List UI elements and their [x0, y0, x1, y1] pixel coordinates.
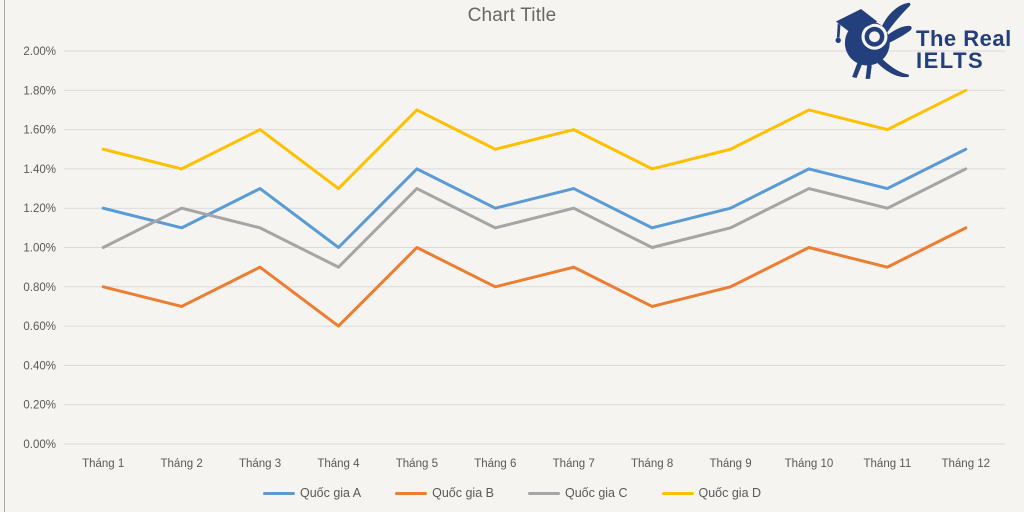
legend-swatch — [262, 491, 295, 495]
y-axis-tick-label: 0.80% — [23, 282, 56, 294]
legend-label: Quốc gia B — [432, 486, 494, 500]
x-axis-tick-label: Tháng 11 — [864, 458, 912, 470]
x-axis-tick-label: Tháng 8 — [631, 458, 673, 470]
x-axis-tick-label: Tháng 2 — [161, 458, 203, 470]
y-axis-tick-label: 1.60% — [23, 125, 56, 137]
x-axis-tick-label: Tháng 10 — [785, 458, 834, 470]
x-axis-tick-label: Tháng 9 — [709, 458, 751, 470]
legend-item: Quốc gia A — [262, 486, 362, 500]
x-axis-tick-label: Tháng 12 — [941, 458, 990, 470]
y-axis-tick-label: 0.20% — [23, 400, 56, 412]
x-axis-tick-label: Tháng 4 — [317, 458, 360, 470]
y-axis-tick-label: 0.00% — [23, 439, 56, 451]
logo-text-line2: IELTS — [916, 48, 985, 73]
series-line — [101, 147, 968, 249]
brand-logo: The Real IELTS — [824, 0, 1022, 86]
legend-label: Quốc gia A — [299, 486, 362, 500]
y-axis-tick-label: 1.40% — [23, 164, 56, 176]
x-axis-tick-label: Tháng 5 — [396, 458, 438, 470]
x-axis-tick-label: Tháng 3 — [239, 458, 281, 470]
left-edge-line — [4, 0, 5, 512]
legend-item: Quốc gia B — [395, 486, 494, 500]
mascot-feather-icon — [880, 2, 911, 35]
y-axis-tick-label: 2.00% — [23, 46, 56, 58]
y-axis-tick-label: 1.00% — [23, 243, 56, 255]
y-axis-tick-label: 0.40% — [23, 360, 56, 372]
logo-text-line1: The Real — [916, 25, 1012, 51]
series-line — [101, 88, 968, 191]
series-line — [101, 226, 968, 328]
x-axis-tick-label: Tháng 6 — [474, 458, 516, 470]
chart-legend: Quốc gia A Quốc gia B Quốc gia C Quốc gia D — [0, 486, 1024, 500]
mascot-feather-icon — [884, 25, 912, 44]
legend-swatch — [395, 491, 428, 495]
legend-swatch — [661, 491, 694, 495]
y-axis-tick-label: 0.60% — [23, 321, 56, 333]
x-axis-tick-label: Tháng 7 — [553, 458, 595, 470]
legend-label: Quốc gia D — [698, 486, 762, 500]
y-axis-tick-label: 1.20% — [23, 203, 56, 215]
chart-title: Chart Title — [467, 5, 557, 26]
series-line — [101, 167, 968, 269]
legend-label: Quốc gia C — [564, 486, 628, 500]
graduation-cap-icon — [835, 8, 878, 35]
y-axis-tick-label: 1.80% — [23, 85, 56, 97]
mascot-icon — [824, 0, 916, 86]
legend-item: Quốc gia C — [527, 486, 628, 500]
legend-swatch — [527, 491, 560, 495]
legend-item: Quốc gia D — [661, 486, 762, 500]
x-axis-tick-label: Tháng 1 — [82, 458, 124, 470]
